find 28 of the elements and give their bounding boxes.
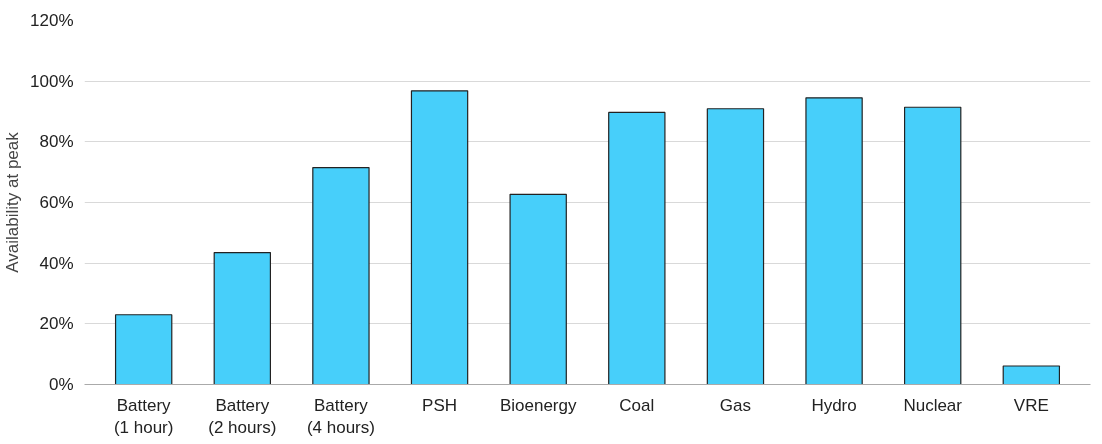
y-tick-label: 120% — [30, 11, 74, 30]
x-tick-label: VRE — [1013, 395, 1049, 415]
bar — [706, 108, 765, 385]
x-tick-label: Battery (1 hour) — [113, 395, 174, 438]
y-axis-title: Availability at peak — [3, 131, 23, 273]
y-tick-label: 80% — [39, 132, 74, 152]
x-tick-label: PSH — [422, 395, 458, 415]
bar — [213, 251, 272, 385]
bar — [410, 90, 469, 385]
y-tick-label: 20% — [39, 314, 74, 334]
bar — [114, 314, 173, 385]
bar — [509, 193, 567, 385]
x-tick-label: Battery (2 hours) — [208, 395, 277, 438]
x-tick-label: Bioenergy — [499, 395, 577, 415]
x-tick-label: Nuclear — [903, 395, 963, 415]
x-tick-label: Coal — [619, 395, 655, 415]
bar — [1002, 365, 1061, 385]
x-tick-label: Battery (4 hours) — [306, 395, 375, 438]
y-tick-label: 0% — [48, 375, 74, 394]
bar — [805, 97, 863, 385]
x-tick-label: Gas — [719, 395, 752, 415]
y-tick-label: 60% — [39, 193, 74, 212]
bar — [312, 167, 370, 385]
bar — [608, 111, 666, 385]
y-tick-label: 40% — [39, 253, 74, 273]
x-tick-label: Hydro — [811, 395, 857, 415]
y-tick-label: 100% — [30, 71, 74, 91]
bar — [903, 106, 962, 385]
